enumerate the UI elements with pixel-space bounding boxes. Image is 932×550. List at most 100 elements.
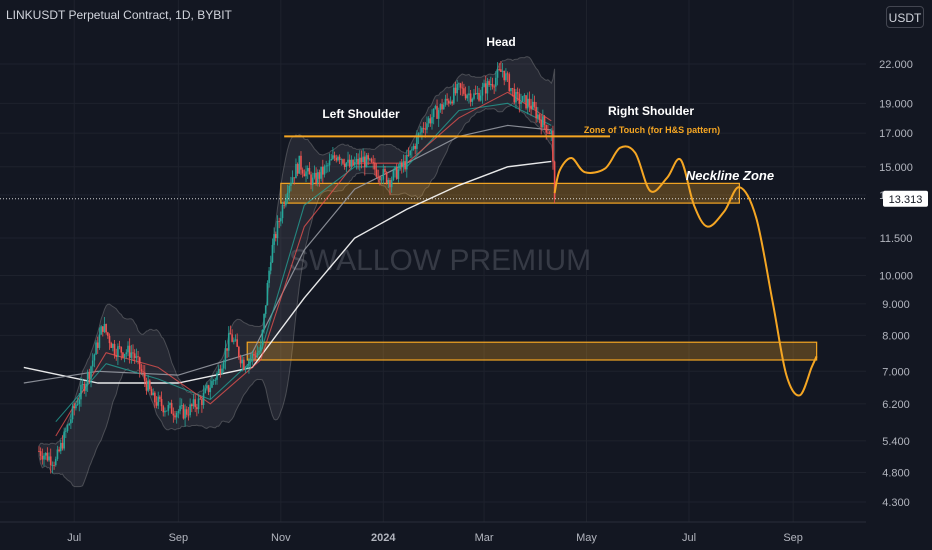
annotations: Head Left Shoulder Right Shoulder Zone o… — [322, 35, 774, 183]
candle-body — [48, 456, 50, 461]
candle-body — [553, 161, 556, 200]
candle-body — [540, 119, 542, 128]
candle-body — [471, 98, 474, 102]
candle-body — [318, 172, 321, 179]
candle-body — [140, 369, 143, 372]
candle-body — [437, 110, 440, 119]
candle-body — [288, 185, 291, 193]
candle-body — [169, 403, 171, 405]
candle-body — [409, 150, 411, 156]
right-shoulder-label: Right Shoulder — [608, 104, 694, 118]
candle-body — [442, 104, 445, 110]
price-axis[interactable]: 22.00019.00017.00015.00013.50011.50010.0… — [866, 0, 932, 550]
candle-body — [88, 371, 91, 379]
candle-body — [96, 342, 99, 348]
candle-body — [367, 155, 369, 160]
projection-curve — [553, 145, 818, 397]
candle-body — [374, 162, 376, 170]
candle-body — [337, 156, 339, 161]
candle-body — [46, 452, 49, 461]
candle-body — [412, 145, 415, 150]
candle-body — [286, 192, 289, 199]
candle-body — [197, 398, 200, 410]
candle-body — [201, 399, 203, 405]
candle-body — [105, 324, 107, 333]
candle-body — [58, 449, 60, 452]
candle-body — [476, 92, 479, 95]
candle-body — [503, 70, 506, 81]
candle-body — [501, 70, 504, 72]
candle-body — [291, 177, 294, 183]
candle-body — [429, 118, 432, 124]
candle-body — [369, 158, 371, 160]
candle-body — [135, 356, 138, 358]
candle-body — [340, 159, 343, 161]
candle-body — [174, 415, 176, 418]
price-tick-label: 15.000 — [879, 162, 913, 174]
candle-body — [43, 455, 45, 460]
candle-body — [495, 77, 497, 87]
candle-body — [143, 372, 146, 381]
candle-body — [496, 69, 499, 78]
time-axis[interactable]: Jul Sep Nov 2024 Mar May Jul Sep — [0, 521, 866, 550]
candle-body — [387, 179, 390, 183]
candle-body — [107, 332, 109, 336]
candle-body — [330, 159, 333, 161]
candle-body — [353, 162, 356, 166]
price-zone — [246, 341, 818, 361]
candle-body — [38, 451, 40, 452]
candle-body — [180, 405, 183, 406]
candle-body — [229, 333, 232, 335]
candle-body — [543, 116, 546, 126]
candle-body — [406, 155, 408, 170]
time-tick-label: Sep — [783, 532, 803, 544]
candle-body — [98, 334, 101, 348]
candle-body — [259, 345, 262, 351]
price-tick-label: 4.300 — [882, 497, 910, 509]
candle-body — [241, 359, 243, 364]
candle-body — [236, 339, 238, 347]
price-tick-label: 19.000 — [879, 98, 913, 110]
candle-body — [550, 130, 553, 135]
candle-body — [498, 69, 500, 70]
candle-body — [101, 326, 104, 332]
candle-body — [61, 442, 64, 449]
candle-body — [234, 339, 237, 341]
candle-body — [338, 156, 341, 160]
candle-body — [70, 419, 72, 424]
currency-button[interactable]: USDT — [886, 6, 924, 28]
candle-body — [78, 399, 81, 404]
candle-body — [182, 405, 185, 419]
time-axis-background — [0, 522, 866, 550]
candle-body — [303, 173, 306, 177]
candle-body — [342, 159, 344, 164]
candle-body — [157, 396, 160, 406]
candle-body — [159, 396, 161, 399]
candle-body — [167, 404, 170, 411]
candle-body — [483, 83, 485, 87]
candle-body — [185, 409, 188, 415]
candle-body — [538, 114, 541, 120]
candle-body — [444, 98, 447, 105]
candle-body — [343, 163, 346, 167]
candle-body — [207, 385, 210, 393]
candle-body — [530, 105, 532, 110]
time-tick-label: May — [576, 532, 597, 544]
candle-body — [117, 346, 119, 357]
candle-body — [432, 108, 435, 118]
candle-body — [461, 87, 464, 89]
candle-body — [537, 114, 539, 119]
candle-body — [310, 174, 312, 185]
candle-body — [268, 270, 270, 283]
candle-body — [199, 398, 202, 400]
neckline-zone-label: Neckline Zone — [686, 168, 774, 183]
candle-body — [446, 98, 448, 101]
candle-body — [449, 101, 452, 104]
candle-body — [510, 88, 512, 92]
candle-body — [451, 101, 453, 104]
candle-body — [377, 176, 380, 178]
price-tick-label: 5.400 — [882, 436, 910, 448]
candle-body — [66, 425, 69, 431]
candle-body — [290, 182, 292, 186]
